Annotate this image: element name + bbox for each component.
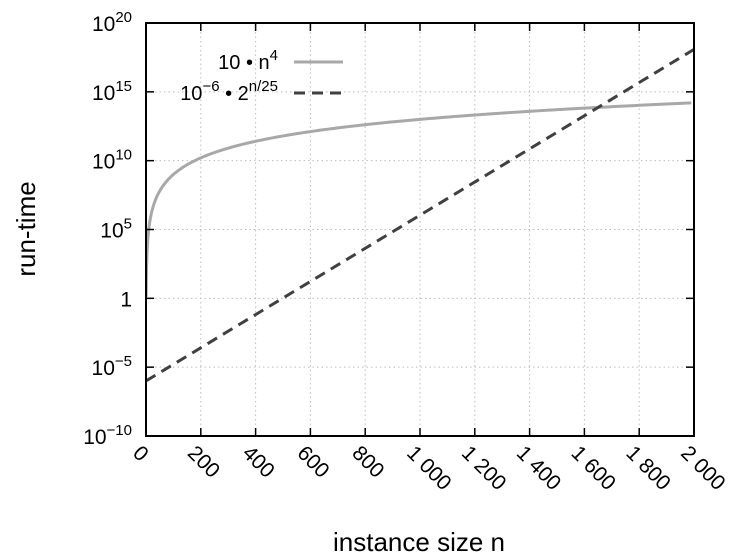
- y-tick-label: 105: [100, 216, 132, 243]
- series-line-1: [146, 101, 692, 297]
- legend-label-2: 10−6 • 2n/25: [180, 78, 278, 105]
- grid-lines: [146, 23, 694, 436]
- y-tick-label: 10−5: [92, 353, 132, 380]
- x-tick-label: 600: [293, 442, 334, 483]
- axis-ticks: [145, 22, 695, 437]
- series-layer: [146, 48, 694, 383]
- x-tick-label: 200: [183, 442, 224, 483]
- y-tick-label: 1: [120, 288, 132, 311]
- legend-label-1: 10 • n4: [218, 47, 278, 74]
- y-tick-label: 1015: [92, 78, 132, 105]
- x-tick-label: 1 800: [621, 442, 674, 495]
- legend: 10 • n4 10−6 • 2n/25: [180, 47, 343, 105]
- y-tick-label: 1020: [92, 9, 132, 36]
- x-tick-label: 800: [347, 442, 388, 483]
- y-tick-label: 1010: [92, 147, 132, 174]
- x-tick-label: 400: [238, 442, 279, 483]
- x-tick-label: 2 000: [676, 442, 729, 495]
- y-axis-title: run-time: [11, 181, 41, 276]
- x-tick-label: 1 000: [402, 442, 455, 495]
- y-tick-labels: 10−10 10−5 1 105 1010 1015 1020: [83, 9, 132, 449]
- y-tick-label: 10−10: [83, 422, 132, 449]
- x-axis-title: instance size n: [333, 527, 505, 557]
- x-tick-label: 1 600: [567, 442, 620, 495]
- x-tick-labels: 0 200 400 600 800 1 000 1 200 1 400 1 600 1 800 2 …: [128, 442, 729, 495]
- x-tick-label: 1 400: [512, 442, 565, 495]
- x-tick-label: 1 200: [457, 442, 510, 495]
- x-tick-label: 0: [128, 442, 153, 467]
